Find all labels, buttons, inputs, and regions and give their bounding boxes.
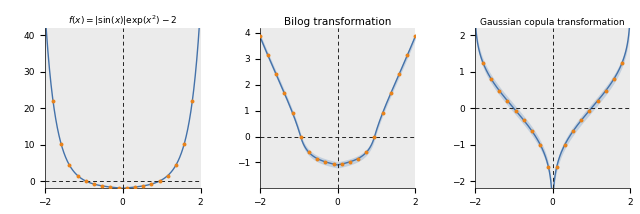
Point	[287, 111, 298, 114]
Point	[584, 109, 595, 112]
Point	[188, 99, 198, 103]
Point	[337, 162, 347, 166]
Point	[171, 163, 181, 167]
Point	[56, 143, 67, 146]
Point	[402, 54, 412, 57]
Point	[527, 129, 537, 133]
Point	[576, 119, 586, 122]
Point	[470, 21, 480, 25]
Point	[502, 99, 513, 103]
Point	[154, 179, 164, 183]
Point	[518, 119, 529, 122]
Point	[494, 89, 504, 92]
Point	[601, 89, 611, 92]
Point	[72, 174, 83, 177]
Point	[81, 179, 91, 183]
Point	[279, 91, 289, 95]
Point	[593, 99, 603, 103]
Point	[296, 135, 306, 138]
Title: Gaussian copula transformation: Gaussian copula transformation	[480, 18, 625, 27]
Point	[386, 91, 396, 95]
Point	[486, 77, 496, 80]
Point	[320, 160, 330, 163]
Point	[255, 34, 265, 38]
Point	[195, 6, 205, 9]
Point	[543, 165, 554, 169]
Point	[179, 143, 189, 146]
Point	[312, 157, 322, 160]
Point	[552, 165, 562, 169]
Point	[89, 182, 99, 186]
Title: Bilog transformation: Bilog transformation	[284, 17, 391, 27]
Point	[328, 162, 339, 166]
Point	[105, 185, 115, 189]
Point	[345, 160, 355, 163]
Point	[511, 109, 521, 112]
Point	[130, 185, 140, 189]
Point	[40, 6, 50, 9]
Point	[263, 54, 273, 57]
Point	[361, 151, 371, 154]
Point	[271, 73, 281, 76]
Point	[609, 77, 619, 80]
Title: $f(x) = |\sin(x)|\exp(x^2) - 2$: $f(x) = |\sin(x)|\exp(x^2) - 2$	[68, 13, 177, 28]
Point	[97, 184, 108, 188]
Point	[122, 186, 132, 190]
Point	[410, 34, 420, 38]
Point	[477, 61, 488, 64]
Point	[394, 73, 404, 76]
Point	[113, 186, 124, 190]
Point	[369, 135, 380, 138]
Point	[163, 174, 173, 177]
Point	[147, 182, 157, 186]
Point	[353, 157, 364, 160]
Point	[48, 99, 58, 103]
Point	[138, 184, 148, 188]
Point	[535, 143, 545, 146]
Point	[568, 129, 578, 133]
Point	[64, 163, 74, 167]
Point	[617, 61, 627, 64]
Point	[625, 21, 636, 25]
Point	[560, 143, 570, 146]
Point	[378, 111, 388, 114]
Point	[304, 151, 314, 154]
